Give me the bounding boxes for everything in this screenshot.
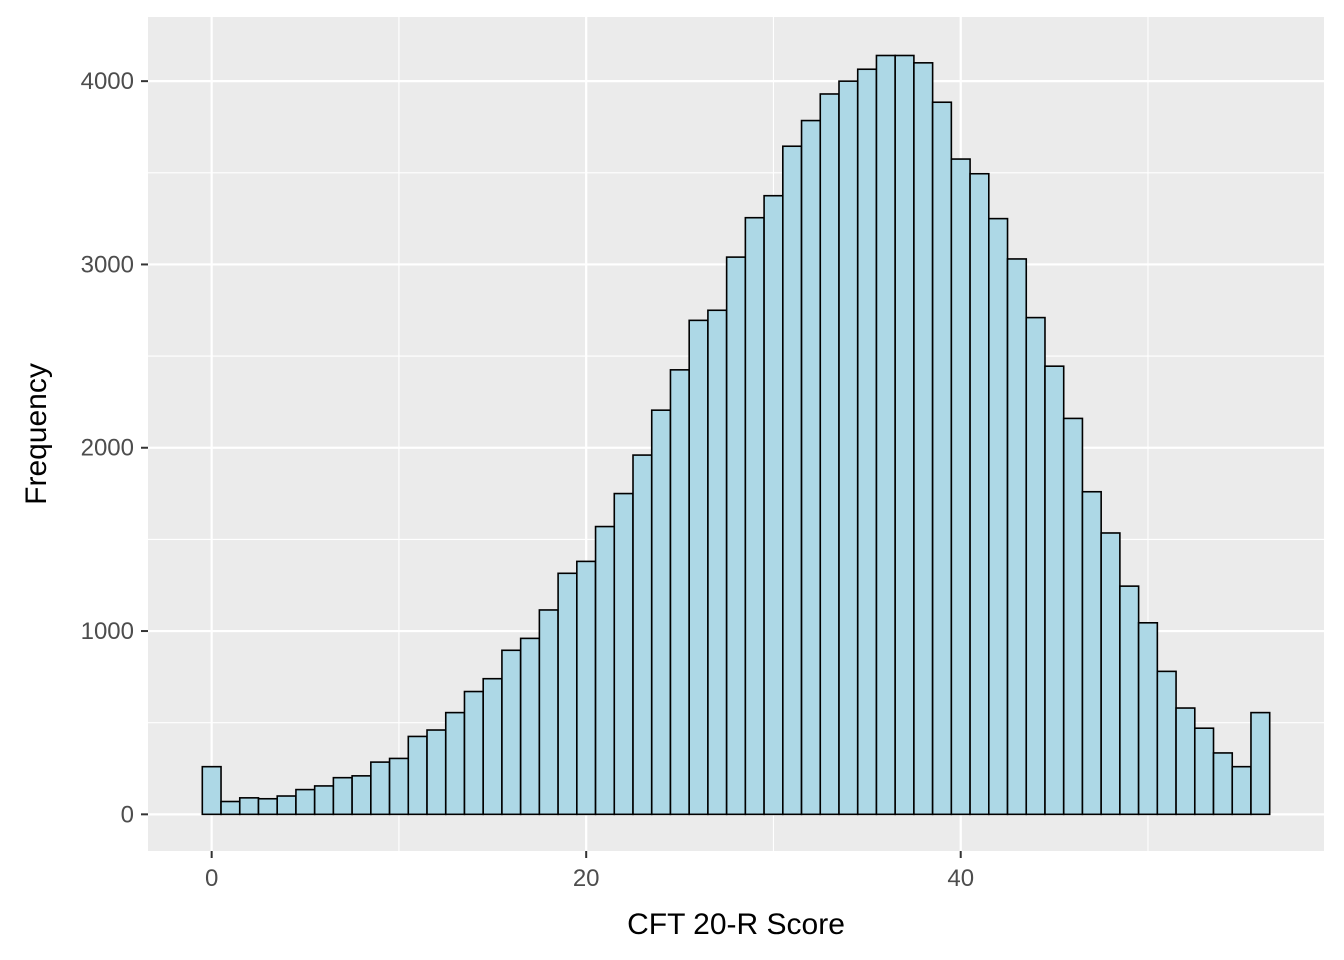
histogram-bar — [444, 711, 466, 816]
x-tick-label: 20 — [573, 865, 600, 892]
histogram-bar — [969, 172, 990, 816]
y-axis-title: Frequency — [20, 363, 53, 505]
histogram-bar — [931, 101, 953, 816]
histogram-bar — [950, 158, 971, 816]
histogram-bar — [632, 454, 653, 816]
histogram-bar — [463, 690, 484, 816]
histogram-bar — [894, 54, 915, 816]
x-tick-label: 0 — [205, 865, 218, 892]
histogram-bar — [557, 572, 578, 816]
histogram-bar — [351, 775, 372, 816]
histogram-bar — [1231, 765, 1252, 816]
histogram-bar — [725, 256, 747, 816]
x-axis: 0 20 40 — [205, 851, 974, 892]
histogram-bar — [819, 93, 840, 816]
histogram-bar — [519, 637, 541, 816]
histogram-bar — [613, 492, 634, 816]
histogram-bar — [1156, 670, 1177, 816]
histogram-bar — [1119, 585, 1140, 816]
histogram-bar — [1137, 621, 1159, 816]
histogram-bar — [838, 80, 859, 816]
histogram-bar — [744, 216, 765, 816]
y-tick-label: 3000 — [81, 251, 134, 278]
histogram-bar — [1062, 417, 1084, 816]
histogram-bar — [1175, 707, 1196, 816]
histogram-bar — [782, 145, 803, 816]
histogram-bar — [538, 609, 559, 816]
histogram-bar — [482, 677, 503, 816]
histogram-bar — [1044, 365, 1065, 816]
y-tick-label: 0 — [121, 801, 134, 828]
histogram-bar — [426, 729, 447, 816]
histogram-bar — [1025, 316, 1046, 816]
histogram-bar — [1193, 727, 1215, 816]
histogram-bar — [688, 319, 709, 816]
histogram-bar — [763, 194, 784, 816]
histogram-bar — [594, 525, 616, 816]
histogram-bar — [1212, 752, 1234, 816]
histogram-bar — [650, 409, 672, 816]
histogram-bar — [875, 54, 896, 816]
y-tick-label: 2000 — [81, 435, 134, 462]
histogram-bar — [313, 785, 335, 816]
histogram-bar — [276, 795, 297, 816]
histogram-bar — [669, 369, 690, 816]
histogram-bar — [295, 788, 316, 816]
y-tick-label: 1000 — [81, 618, 134, 645]
x-axis-title: CFT 20-R Score — [627, 908, 845, 941]
y-tick-label: 4000 — [81, 68, 134, 95]
histogram-bar — [1250, 711, 1271, 816]
histogram-bar — [388, 757, 410, 816]
histogram-bar — [370, 761, 391, 816]
histogram-bar — [1081, 490, 1102, 816]
histogram-bar — [1006, 258, 1028, 816]
histogram-bar — [856, 68, 878, 816]
histogram-bar — [800, 119, 822, 816]
histogram-bars — [201, 54, 1271, 816]
y-axis: 0 1000 2000 3000 4000 — [81, 68, 148, 828]
histogram-bar — [257, 797, 279, 816]
histogram-bar — [201, 765, 222, 816]
histogram-bar — [707, 309, 728, 816]
x-tick-label: 40 — [947, 865, 974, 892]
histogram-bar — [913, 62, 934, 816]
histogram-bar — [407, 735, 428, 816]
histogram-bar — [1100, 532, 1121, 816]
histogram-bar — [988, 217, 1009, 816]
histogram-bar — [238, 797, 260, 816]
histogram-bar — [576, 560, 597, 816]
histogram-bar — [220, 800, 241, 816]
histogram-bar — [332, 776, 353, 816]
histogram-bar — [501, 649, 522, 816]
